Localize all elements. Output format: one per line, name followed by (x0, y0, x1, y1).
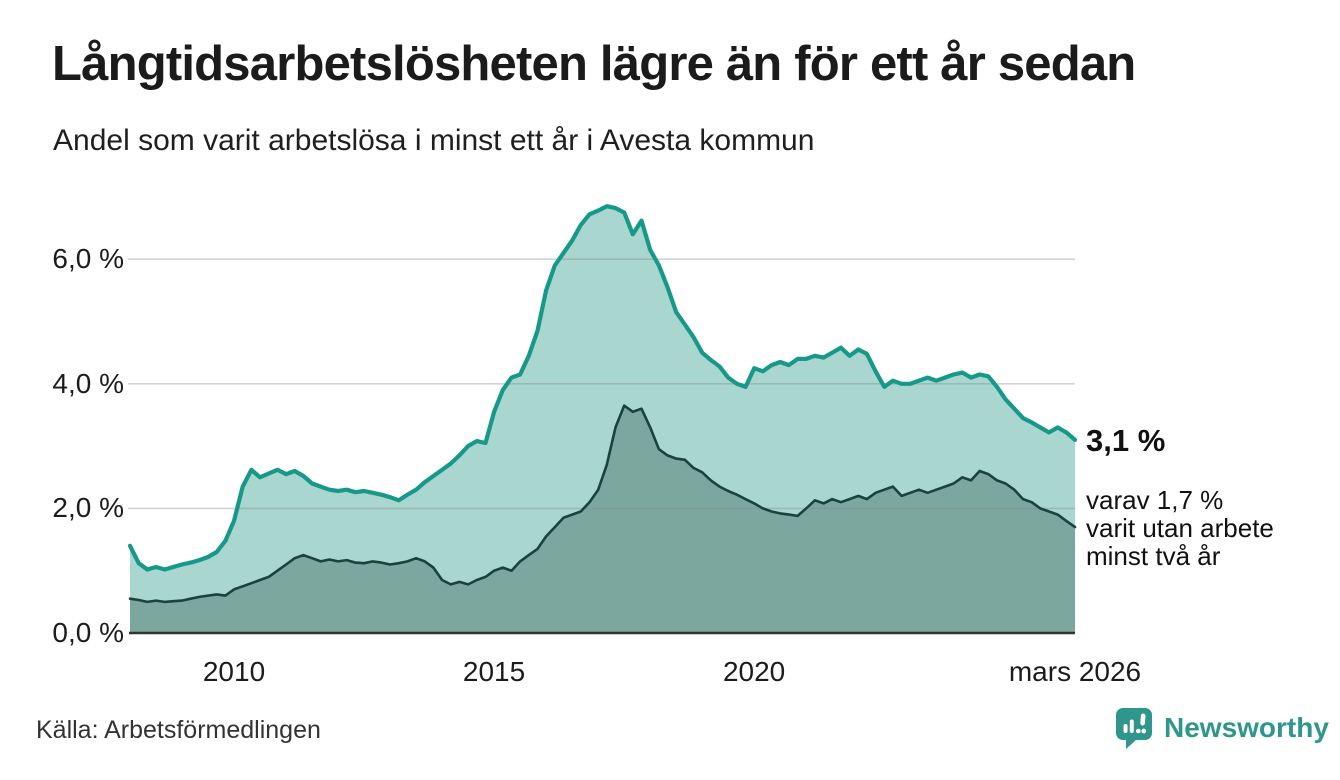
series-min-two-years-line (128, 404, 1077, 604)
y-tick-label: 0,0 % (52, 617, 124, 648)
source-caption: Källa: Arbetsförmedlingen (36, 716, 321, 744)
x-tick-label: 2010 (202, 656, 266, 687)
y-tick-label: 6,0 % (52, 243, 124, 275)
subseries-note: varav 1,7 % varit utan arbete minst två … (1086, 485, 1274, 571)
newsworthy-wordmark: Newsworthy (1164, 712, 1329, 743)
series-min-two-years-area (130, 405, 1075, 633)
newsworthy-speech-bubble-chart-icon (1116, 708, 1152, 749)
y-tick-label: 2,0 % (52, 492, 124, 524)
newsworthy-logo[interactable]: Newsworthy (1114, 706, 1329, 756)
latest-value-label: 3,1 % (1086, 423, 1166, 458)
x-tick-label: 2020 (722, 656, 786, 687)
page-title: Långtidsarbetslösheten lägre än för ett … (52, 37, 1136, 91)
gridlines (128, 258, 1075, 510)
y-tick-label: 4,0 % (52, 367, 124, 399)
series-min-one-year-line (127, 204, 1078, 572)
x-tick-label: 2015 (462, 656, 526, 687)
x-tick-label: mars 2026 (1008, 656, 1142, 687)
page-subtitle: Andel som varit arbetslösa i minst ett å… (53, 124, 815, 157)
